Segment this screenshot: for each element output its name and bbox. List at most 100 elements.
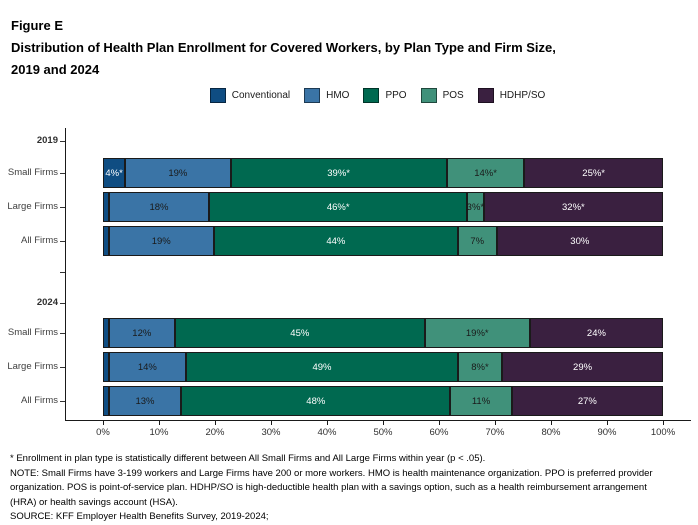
bar-segment-pos: 11% bbox=[450, 386, 512, 416]
bar-segment-hdhp-so: 25%* bbox=[524, 158, 663, 188]
bar-segment-hdhp-so: 30% bbox=[496, 226, 663, 256]
bar-segment-conventional bbox=[103, 352, 109, 382]
bar-segment-value-label: 30% bbox=[570, 235, 590, 247]
bar-segment-hdhp-so: 27% bbox=[511, 386, 663, 416]
y-axis-label-large-firms: Large Firms bbox=[7, 201, 58, 212]
y-axis-tick bbox=[60, 207, 65, 208]
bar-segment-value-label: 32%* bbox=[562, 201, 585, 213]
bar-segment-value-label: 12% bbox=[132, 327, 152, 339]
footnote-line: (HRA) or health savings account (HSA). bbox=[10, 496, 178, 508]
bar-row-2019-all-firms: 19% 44% 7% 30% bbox=[103, 226, 663, 256]
x-axis-tick-label: 60% bbox=[429, 427, 449, 438]
legend-label: PPO bbox=[385, 89, 407, 101]
x-axis-tick-label: 80% bbox=[541, 427, 561, 438]
bar-segment-value-label: 39%* bbox=[327, 167, 350, 179]
x-axis-tick-label: 30% bbox=[261, 427, 281, 438]
legend-swatch-pos bbox=[420, 87, 437, 103]
bar-segment-ppo: 46%* bbox=[209, 192, 467, 222]
y-axis-tick bbox=[60, 367, 65, 368]
bar-segment-value-label: 19% bbox=[168, 167, 188, 179]
x-axis-tick bbox=[103, 421, 104, 425]
bar-segment-conventional bbox=[103, 192, 109, 222]
bar-segment-value-label: 46%* bbox=[326, 201, 350, 213]
bar-segment-value-label: 18% bbox=[149, 201, 169, 213]
x-axis-tick bbox=[383, 421, 384, 425]
y-axis-label-large-firms: Large Firms bbox=[7, 361, 58, 372]
legend-swatch-ppo bbox=[363, 87, 380, 103]
bar-segment-value-label: 25%* bbox=[582, 167, 606, 179]
legend-swatch-hmo bbox=[304, 87, 321, 103]
x-axis-tick bbox=[159, 421, 160, 425]
bar-segment-conventional: 4%* bbox=[103, 158, 126, 188]
x-axis-tick bbox=[551, 421, 552, 425]
bar-segment-pos: 19%* bbox=[424, 318, 530, 348]
x-axis-tick-label: 10% bbox=[149, 427, 169, 438]
x-axis-tick-label: 0% bbox=[96, 427, 110, 438]
y-axis-label-2019: 2019 bbox=[36, 135, 58, 146]
x-axis-tick bbox=[663, 421, 664, 425]
x-axis-tick-label: 70% bbox=[485, 427, 505, 438]
bar-segment-ppo: 49% bbox=[186, 352, 458, 382]
bar-segment-value-label: 8%* bbox=[471, 361, 489, 373]
bar-segment-value-label: 19%* bbox=[465, 327, 489, 339]
bar-segment-ppo: 48% bbox=[181, 386, 451, 416]
legend-item-hmo: HMO bbox=[304, 87, 350, 103]
bar-row-2019-small-firms: 4%* 19% 39%* 14%* 25%* bbox=[103, 158, 663, 188]
x-axis-tick bbox=[439, 421, 440, 425]
bar-row-2024-all-firms: 13% 48% 11% 27% bbox=[103, 386, 663, 416]
bar-segment-hmo: 14% bbox=[108, 352, 187, 382]
y-axis-tick bbox=[60, 272, 65, 273]
y-axis-tick bbox=[60, 173, 65, 174]
bar-segment-value-label: 14% bbox=[137, 361, 157, 373]
y-axis-tick bbox=[60, 303, 65, 304]
bar-segment-value-label: 24% bbox=[586, 327, 606, 339]
legend-label: HMO bbox=[326, 89, 350, 101]
bar-segment-value-label: 4%* bbox=[105, 167, 123, 179]
bar-row-2024-small-firms: 12% 45% 19%* 24% bbox=[103, 318, 663, 348]
legend-item-ppo: PPO bbox=[363, 87, 407, 103]
footnote-line: organization. POS is point-of-service pl… bbox=[10, 482, 647, 493]
y-axis-tick bbox=[60, 333, 65, 334]
legend-label: POS bbox=[442, 89, 464, 101]
legend-swatch-conventional bbox=[209, 87, 226, 103]
bar-segment-value-label: 3%* bbox=[466, 201, 485, 213]
x-axis-tick bbox=[215, 421, 216, 425]
x-axis-tick-label: 20% bbox=[205, 427, 225, 438]
bar-segment-value-label: 14%* bbox=[474, 167, 497, 179]
x-axis-tick bbox=[327, 421, 328, 425]
x-axis-tick-label: 100% bbox=[650, 427, 676, 438]
legend-label: HDHP/SO bbox=[499, 89, 546, 101]
bar-segment-value-label: 27% bbox=[577, 395, 597, 407]
y-axis-tick bbox=[60, 141, 65, 142]
y-axis-label-all-firms: All Firms bbox=[21, 235, 58, 246]
footnote-line: * Enrollment in plan type is statistical… bbox=[10, 453, 486, 464]
y-axis-label-small-firms: Small Firms bbox=[7, 167, 58, 178]
figure-title-line2: 2019 and 2024 bbox=[11, 62, 100, 77]
bar-row-2019-large-firms: 18% 46%* 3%* 32%* bbox=[103, 192, 663, 222]
legend-label: Conventional bbox=[231, 89, 291, 101]
bar-segment-value-label: 48% bbox=[306, 395, 326, 407]
legend-item-hdhp-so: HDHP/SO bbox=[477, 87, 546, 103]
bar-segment-conventional bbox=[103, 226, 109, 256]
bar-segment-value-label: 11% bbox=[471, 395, 491, 407]
y-axis-tick bbox=[60, 401, 65, 402]
bar-segment-value-label: 45% bbox=[290, 327, 310, 339]
bar-segment-hmo: 19% bbox=[125, 158, 231, 188]
bar-segment-hdhp-so: 29% bbox=[502, 352, 663, 382]
footnote-line: NOTE: Small Firms have 3-199 workers and… bbox=[10, 467, 653, 479]
y-axis-tick bbox=[60, 241, 65, 242]
bar-segment-hmo: 19% bbox=[108, 226, 214, 256]
footnotes: * Enrollment in plan type is statistical… bbox=[10, 452, 698, 525]
y-axis-line bbox=[65, 128, 66, 421]
bar-segment-ppo: 39%* bbox=[230, 158, 447, 188]
bar-segment-value-label: 44% bbox=[326, 235, 346, 247]
bar-segment-hmo: 12% bbox=[108, 318, 176, 348]
legend-item-conventional: Conventional bbox=[209, 87, 291, 103]
bar-row-2024-large-firms: 14% 49% 8%* 29% bbox=[103, 352, 663, 382]
x-axis-tick-label: 50% bbox=[373, 427, 393, 438]
bar-segment-conventional bbox=[103, 386, 109, 416]
bar-segment-ppo: 44% bbox=[213, 226, 458, 256]
bar-segment-hdhp-so: 32%* bbox=[483, 192, 663, 222]
x-axis-tick bbox=[495, 421, 496, 425]
x-axis-tick bbox=[271, 421, 272, 425]
